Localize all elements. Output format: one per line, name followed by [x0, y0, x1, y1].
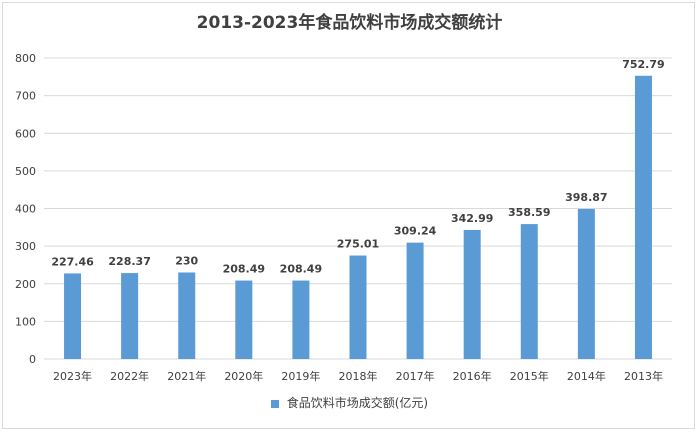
y-tick-label: 500	[15, 165, 36, 178]
x-tick-label: 2021年	[167, 369, 206, 383]
x-tick-label: 2023年	[53, 369, 92, 383]
data-label: 230	[175, 254, 198, 267]
data-label: 275.01	[337, 238, 379, 251]
x-tick-label: 2022年	[110, 369, 149, 383]
x-tick-label: 2019年	[281, 369, 320, 383]
x-tick-label: 2014年	[567, 369, 606, 383]
x-tick-label: 2013年	[624, 369, 663, 383]
bar	[406, 242, 424, 359]
chart-title: 2013-2023年食品饮料市场成交额统计	[196, 13, 503, 33]
data-label: 309.24	[394, 225, 437, 238]
legend-label: 食品饮料市场成交额(亿元)	[286, 396, 429, 410]
y-tick-label: 800	[15, 52, 36, 65]
y-tick-label: 600	[15, 127, 36, 140]
x-tick-label: 2016年	[453, 369, 492, 383]
data-label: 358.59	[508, 206, 550, 219]
bar	[349, 255, 367, 359]
x-axis-ticks: 2023年 2022年 2021年 2020年 2019年 2018年 2017年 2016年…	[53, 369, 663, 383]
bar	[178, 272, 196, 359]
data-label: 227.46	[51, 255, 94, 268]
bar	[520, 224, 538, 359]
legend-swatch	[270, 399, 279, 408]
y-tick-label: 400	[15, 203, 36, 216]
bar	[64, 273, 82, 359]
data-labels: 227.46 228.37 230 208.49 208.49 275.01 309.24 3…	[51, 58, 664, 276]
data-label: 228.37	[108, 255, 150, 268]
legend: 食品饮料市场成交额(亿元)	[0, 394, 699, 411]
bar	[292, 280, 310, 359]
data-label: 752.79	[622, 58, 664, 71]
bar	[121, 273, 139, 359]
x-tick-label: 2018年	[339, 369, 378, 383]
data-label: 342.99	[451, 212, 493, 225]
bar	[634, 75, 652, 360]
x-tick-label: 2015年	[510, 369, 549, 383]
y-axis-ticks: 0 100 200 300 400 500 600 700 800	[15, 52, 36, 366]
x-tick-label: 2020年	[224, 369, 263, 383]
y-tick-label: 300	[15, 240, 36, 253]
data-label: 208.49	[280, 263, 322, 276]
bars	[64, 75, 652, 360]
y-tick-label: 700	[15, 90, 36, 103]
y-tick-label: 100	[15, 315, 36, 328]
bar	[463, 229, 481, 359]
x-tick-label: 2017年	[396, 369, 435, 383]
y-tick-label: 0	[29, 353, 36, 366]
data-label: 398.87	[565, 191, 607, 204]
y-tick-label: 200	[15, 278, 36, 291]
data-label: 208.49	[223, 263, 265, 276]
bar	[235, 280, 253, 359]
bar	[577, 208, 595, 359]
